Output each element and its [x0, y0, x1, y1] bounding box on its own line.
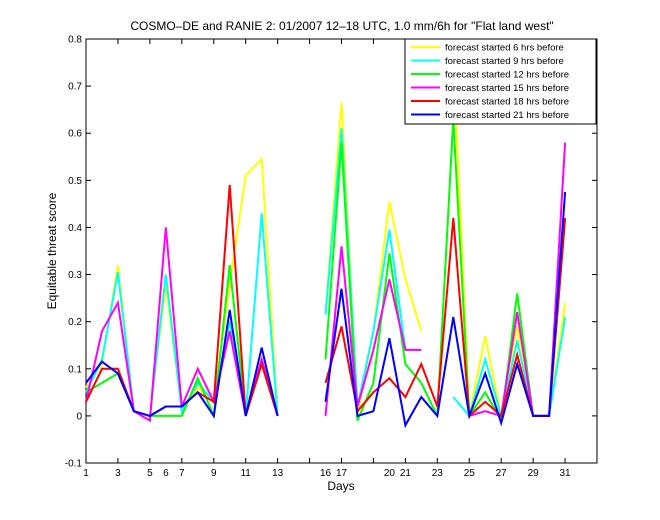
legend-label: forecast started 6 hrs before	[445, 43, 564, 54]
x-tick-label: 13	[272, 468, 284, 479]
y-tick-label: 0.5	[68, 176, 82, 187]
x-tick-label: 1	[83, 468, 89, 479]
series-segment	[324, 217, 567, 418]
x-tick-label: 29	[528, 468, 540, 479]
y-tick-label: 0.8	[68, 35, 82, 46]
y-tick-label: 0.7	[68, 82, 82, 93]
x-tick-label: 6	[163, 468, 169, 479]
y-tick-label: 0.1	[68, 364, 82, 375]
chart-title: COSMO–DE and RANIE 2: 01/2007 12–18 UTC,…	[130, 19, 553, 33]
y-tick-label: 0.3	[68, 270, 82, 281]
x-tick-label: 16	[320, 468, 332, 479]
x-tick-label: 17	[336, 468, 348, 479]
legend-box	[404, 38, 597, 125]
y-tick-label: 0	[76, 411, 82, 422]
legend-label: forecast started 21 hrs before	[445, 110, 569, 121]
legend-label: forecast started 15 hrs before	[445, 83, 569, 94]
series-line-6	[85, 192, 567, 429]
y-tick-label: -0.1	[65, 459, 83, 470]
legend-label: forecast started 18 hrs before	[445, 97, 569, 108]
x-tick-label: 23	[432, 468, 444, 479]
y-tick-label: 0.2	[68, 317, 82, 328]
series-segment	[324, 246, 422, 416]
y-tick-label: 0.6	[68, 129, 82, 140]
series-segment	[324, 192, 567, 429]
series-lines	[85, 55, 567, 429]
x-tick-label: 11	[240, 468, 251, 479]
series-segment	[85, 309, 279, 419]
y-axis: -0.1 0 0.1 0.2 0.3 0.4 0.5 0.6 0.7 0.8	[65, 35, 597, 470]
x-tick-label: 31	[560, 468, 572, 479]
x-tick-label: 21	[400, 468, 412, 479]
x-tick-label: 9	[211, 468, 217, 479]
y-axis-label: Equitable threat score	[45, 192, 59, 309]
x-tick-label: 7	[179, 468, 185, 479]
x-tick-label: 27	[496, 468, 508, 479]
x-tick-label: 3	[115, 468, 121, 479]
y-tick-label: 0.4	[68, 223, 82, 234]
legend-label: forecast started 9 hrs before	[445, 56, 564, 67]
legend-label: forecast started 12 hrs before	[445, 70, 569, 81]
x-tick-label: 5	[147, 468, 153, 479]
x-tick-label: 25	[464, 468, 476, 479]
x-axis-label: Days	[327, 479, 354, 493]
x-tick-label: 20	[384, 468, 396, 479]
legend: forecast started 6 hrs before forecast st…	[404, 38, 597, 125]
